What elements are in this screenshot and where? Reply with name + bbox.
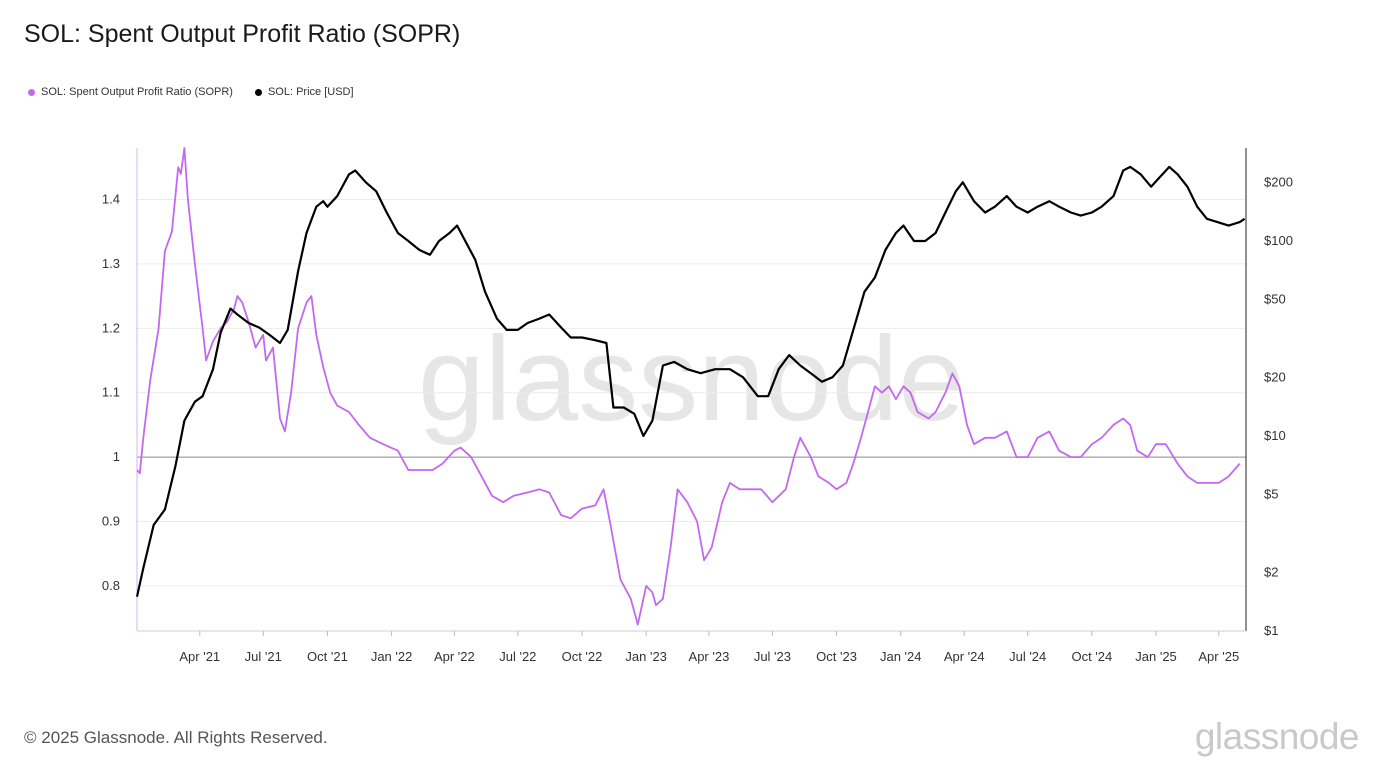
legend-item-price[interactable]: SOL: Price [USD]: [254, 86, 354, 98]
y-left-tick-label: 0.8: [102, 578, 120, 593]
sopr-series-line: [136, 147, 1241, 626]
legend-item-sopr[interactable]: SOL: Spent Output Profit Ratio (SOPR): [28, 86, 233, 98]
x-tick-label: Jul '23: [754, 649, 791, 664]
x-tick-label: Oct '24: [1071, 649, 1112, 664]
x-tick-label: Jul '22: [499, 649, 536, 664]
x-tick-label: Jan '23: [625, 649, 667, 664]
y-right-tick-label: $10: [1264, 428, 1286, 443]
y-left-tick-label: 1.4: [102, 192, 120, 207]
x-tick-label: Jan '24: [880, 649, 922, 664]
y-left-tick-label: 1.2: [102, 320, 120, 335]
x-tick-label: Apr '21: [179, 649, 220, 664]
y-right-tick-label: $5: [1264, 487, 1278, 502]
watermark: glassnode: [418, 312, 965, 446]
y-right-tick-label: $20: [1264, 369, 1286, 384]
x-tick-label: Jul '24: [1009, 649, 1046, 664]
legend-dot-price: [254, 88, 262, 96]
price-series-line: [135, 165, 1246, 597]
x-tick-label: Jul '21: [245, 649, 282, 664]
y-right-tick-label: $100: [1264, 233, 1293, 248]
y-right-tick-label: $50: [1264, 292, 1286, 307]
x-tick-label: Apr '22: [434, 649, 475, 664]
y-left-tick-label: 1.1: [102, 385, 120, 400]
y-right-tick-label: $200: [1264, 174, 1293, 189]
legend: SOL: Spent Output Profit Ratio (SOPR) SO…: [28, 86, 354, 98]
y-right-tick-label: $1: [1264, 623, 1278, 638]
legend-label-price: SOL: Price [USD]: [267, 86, 354, 98]
x-tick-label: Oct '21: [307, 649, 348, 664]
chart-title: SOL: Spent Output Profit Ratio (SOPR): [24, 20, 461, 48]
x-tick-label: Jan '25: [1135, 649, 1177, 664]
y-left-tick-label: 0.9: [102, 514, 120, 529]
y-right-tick-label: $2: [1264, 564, 1278, 579]
x-tick-label: Jan '22: [371, 649, 413, 664]
x-tick-label: Apr '23: [689, 649, 730, 664]
sopr-price-chart[interactable]: glassnode 0.8 0.9 1 1.1 1.2 1.3 1.4 $1 $2 $5 $10 $20…: [0, 0, 1386, 700]
y-left-tick-label: 1.3: [102, 256, 120, 271]
legend-label-sopr: SOL: Spent Output Profit Ratio (SOPR): [41, 86, 233, 98]
glassnode-logo: glassnode: [1194, 716, 1360, 757]
x-tick-label: Apr '24: [944, 649, 985, 664]
x-tick-label: Oct '23: [816, 649, 857, 664]
y-left-tick-label: 1: [113, 449, 120, 464]
legend-dot-sopr: [28, 88, 35, 96]
copyright-footer: © 2025 Glassnode. All Rights Reserved.: [24, 728, 328, 747]
x-tick-label: Apr '25: [1198, 649, 1239, 664]
x-tick-label: Oct '22: [562, 649, 603, 664]
